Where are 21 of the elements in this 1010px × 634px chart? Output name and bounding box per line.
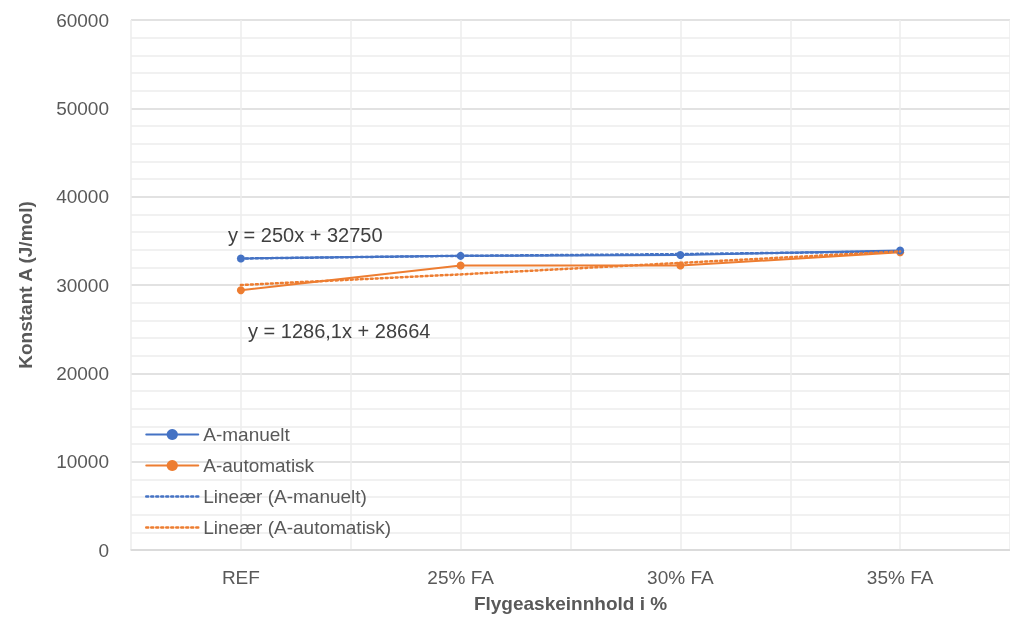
y-tick-label: 0 (98, 539, 109, 561)
legend-label: A-manuelt (203, 424, 291, 445)
annotation: y = 1286,1x + 28664 (248, 320, 431, 342)
legend-label: Lineær (A-automatisk) (203, 517, 392, 538)
legend-label: Lineær (A-manuelt) (203, 486, 367, 507)
legend-label: A-automatisk (203, 455, 315, 476)
y-tick-label: 60000 (56, 9, 109, 31)
y-tick-label: 20000 (56, 362, 109, 384)
x-tick-label: 35% FA (866, 567, 934, 588)
y-tick-label: 10000 (56, 451, 109, 473)
y-axis-title: Konstant A (J/mol) (15, 201, 36, 369)
x-tick-label: REF (221, 567, 260, 588)
annotation: y = 250x + 32750 (228, 224, 383, 246)
x-tick-label: 30% FA (647, 567, 714, 588)
y-tick-label: 30000 (56, 274, 109, 296)
x-axis-title: Flygeaskeinnhold i % (473, 593, 668, 614)
point (236, 286, 245, 295)
point (456, 261, 465, 270)
y-tick-label: 50000 (56, 97, 109, 119)
x-tick-label: 25% FA (427, 567, 495, 588)
y-tick-label: 40000 (56, 186, 109, 208)
